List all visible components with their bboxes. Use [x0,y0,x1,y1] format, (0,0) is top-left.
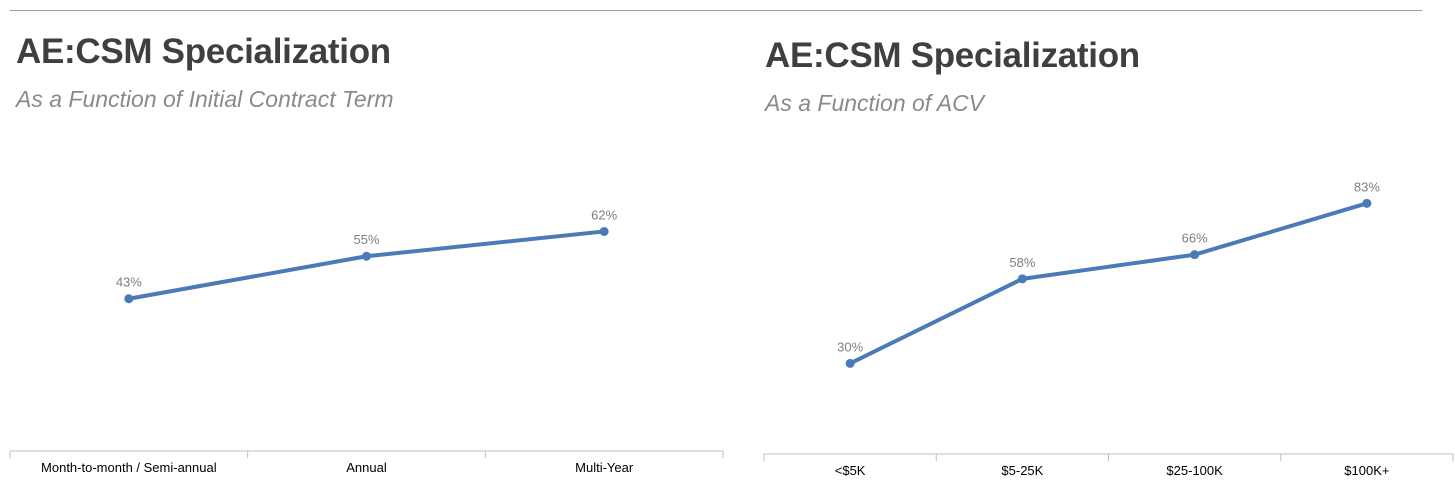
x-tick-label: $100K+ [1344,463,1389,478]
chart-panel-contract-term: AE:CSM Specialization As a Function of I… [9,32,724,475]
chart-panel-acv: AE:CSM Specialization As a Function of A… [748,0,1455,481]
data-point [1190,250,1200,260]
chart-subtitle: As a Function of ACV [765,90,985,116]
x-tick-label: $5-25K [1001,463,1043,478]
x-tick-label: Annual [346,460,387,475]
data-label: 62% [591,207,617,222]
data-label: 55% [353,232,379,247]
line-chart-contract-term: Month-to-month / Semi-annual Annual Multi-… [9,207,724,475]
data-label: 83% [1354,179,1380,194]
x-tick-label: <$5K [835,463,866,478]
line-chart-acv: <$5K $5-25K $25-100K $100K+ 30% 58% 66% 83% [763,179,1454,478]
data-point [599,226,609,236]
data-label: 58% [1009,255,1035,270]
data-point [1017,274,1027,284]
data-point [845,358,855,368]
x-tick-label: Month-to-month / Semi-annual [41,460,217,475]
data-label: 30% [837,339,863,354]
data-label: 66% [1182,231,1208,246]
chart-title: AE:CSM Specialization [765,36,1140,75]
chart-subtitle: As a Function of Initial Contract Term [16,86,394,112]
x-tick-label: Multi-Year [575,460,634,475]
chart-title: AE:CSM Specialization [16,32,391,71]
data-point [124,294,134,304]
x-tick-label: $25-100K [1166,463,1223,478]
series-line [848,201,1369,366]
data-point [1362,198,1372,208]
top-divider [10,10,1422,11]
data-point [362,251,371,261]
data-label: 43% [116,275,142,290]
